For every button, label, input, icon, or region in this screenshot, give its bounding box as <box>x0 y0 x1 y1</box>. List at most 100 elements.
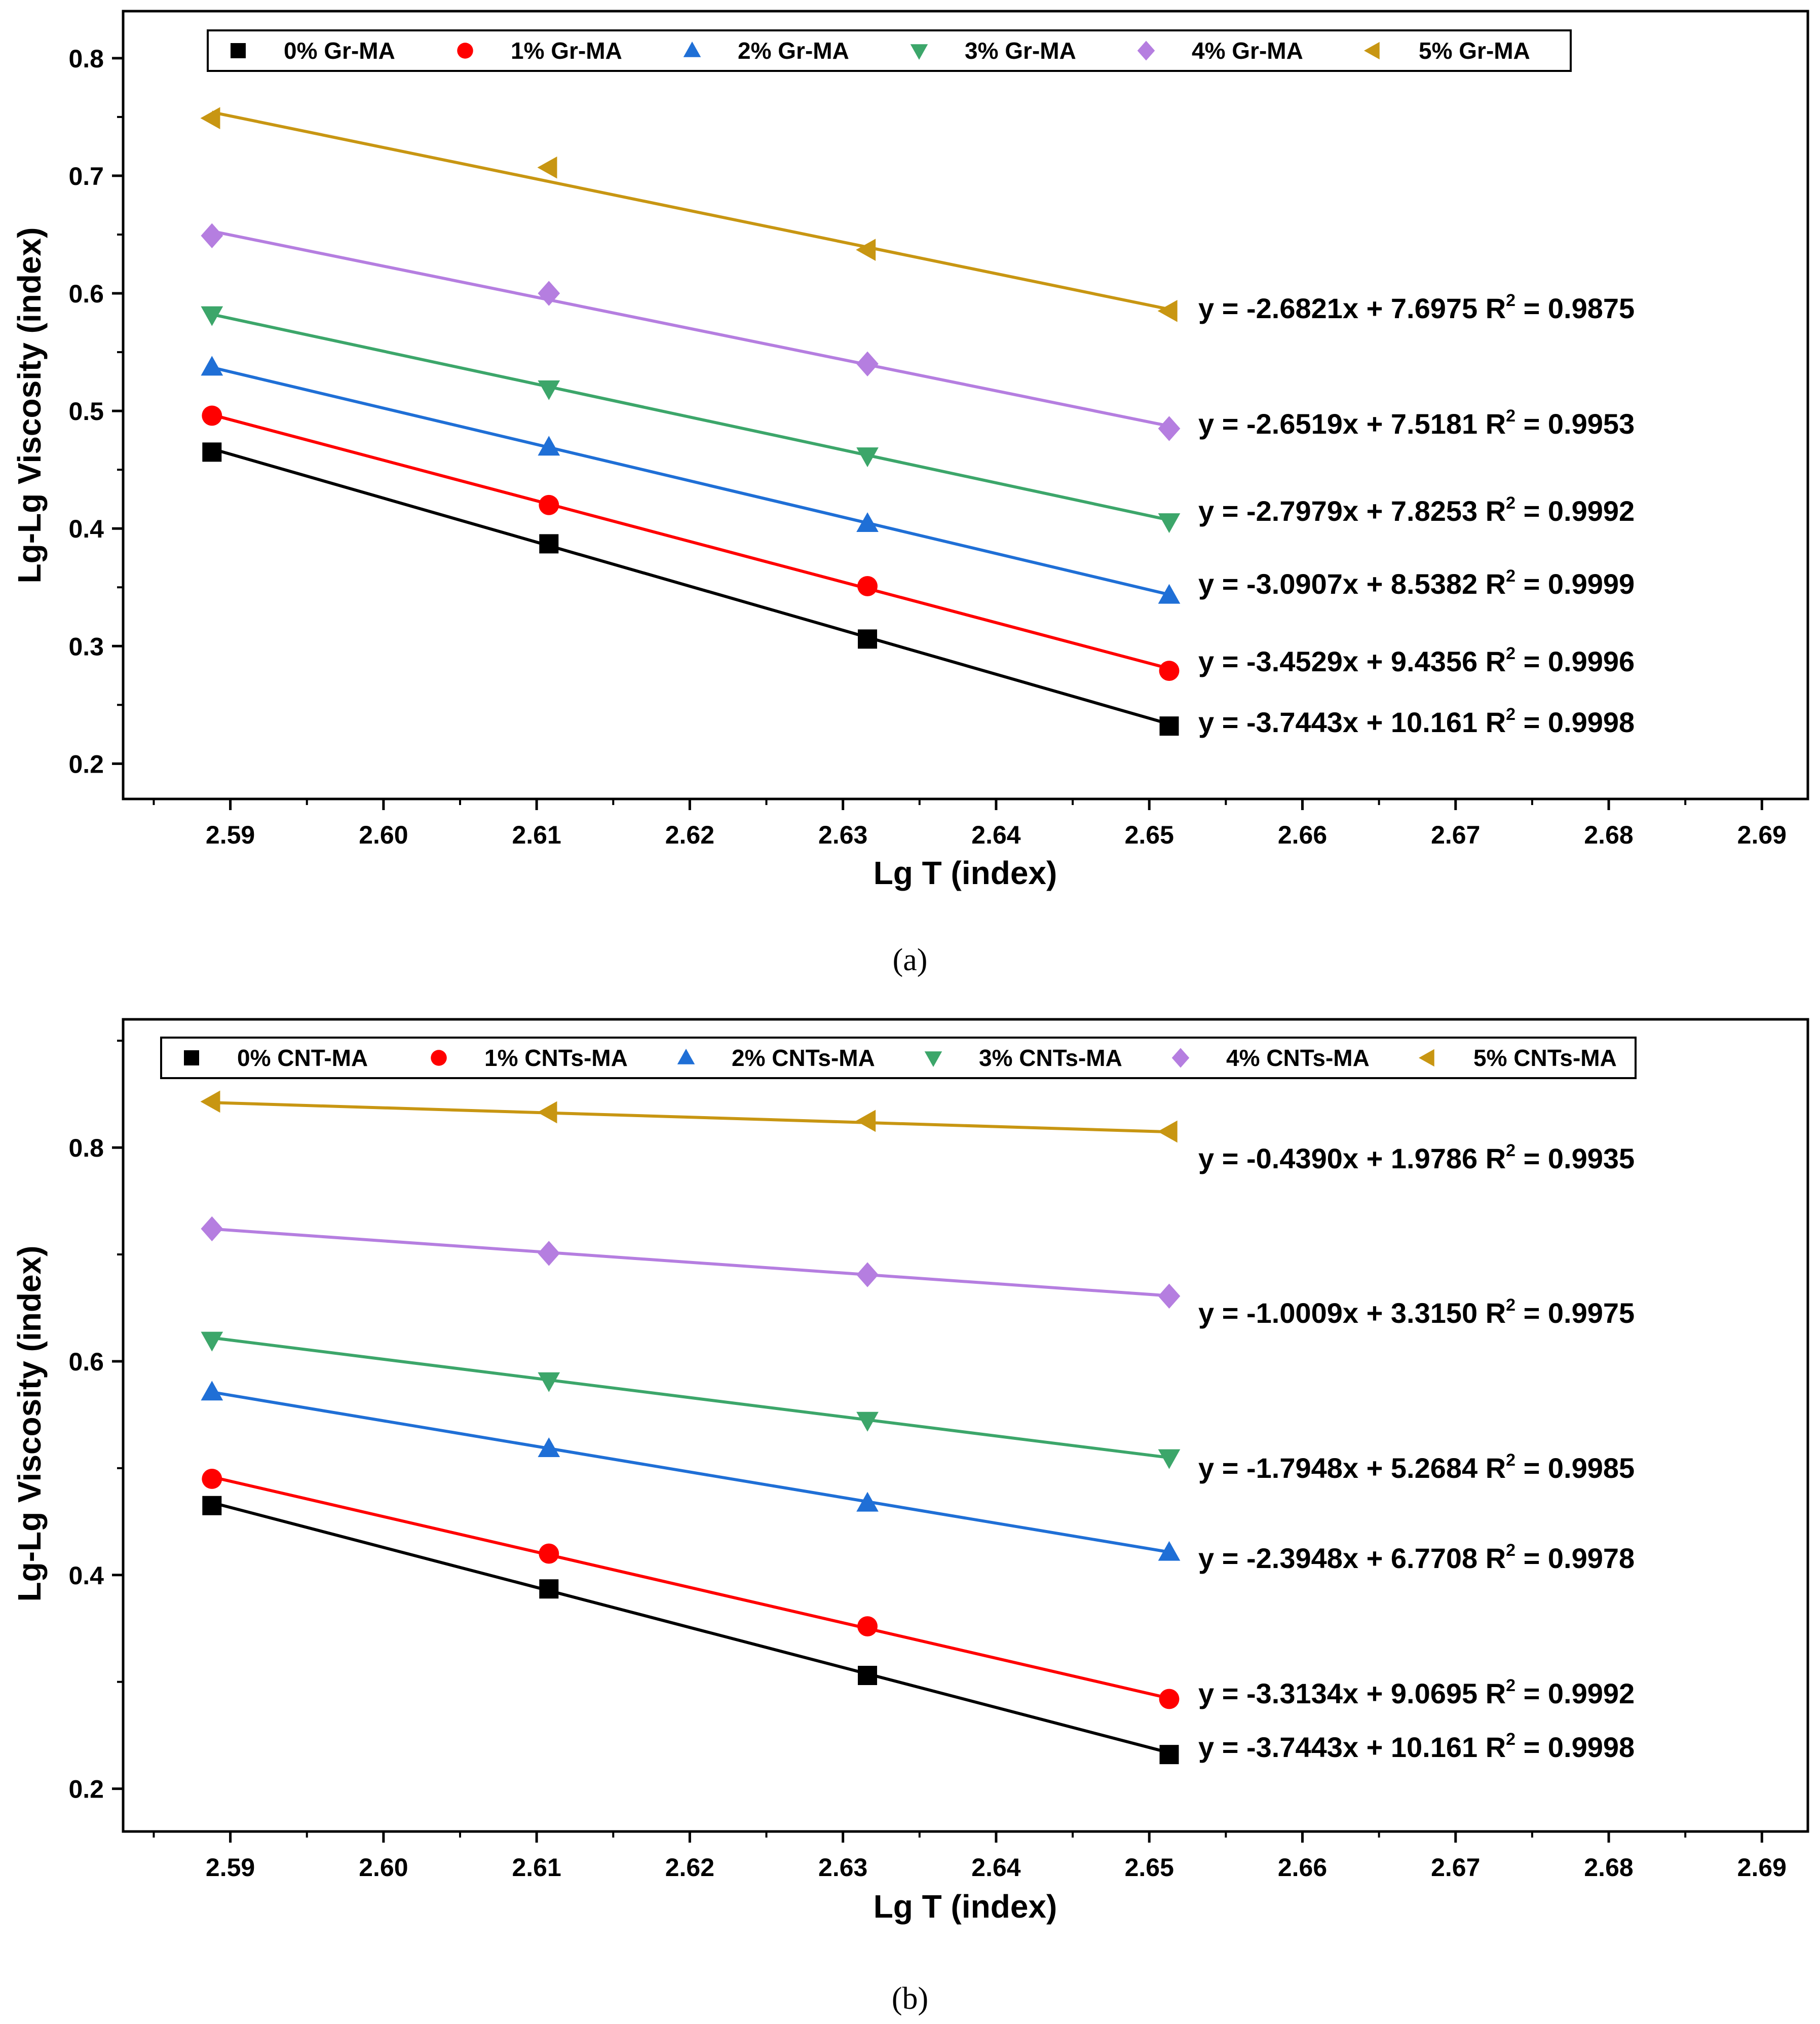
data-point <box>1159 716 1179 736</box>
fit-line <box>211 1390 1170 1554</box>
y-axis-title: Lg-Lg Viscosity (index) <box>11 227 48 584</box>
data-point <box>202 405 222 426</box>
fit-equations: y = -3.7443x + 10.161 R2 = 0.9998 y = -3.… <box>1198 1141 1635 1763</box>
x-tick-label: 2.64 <box>971 821 1021 849</box>
fit-line <box>211 1336 1169 1460</box>
data-point <box>538 1372 560 1392</box>
data-point <box>1158 1541 1181 1561</box>
legend-box <box>160 1037 1637 1079</box>
data-point <box>201 1331 223 1352</box>
plot-frame <box>122 1018 1809 1833</box>
data-point <box>1157 1120 1178 1143</box>
data-point <box>1159 1745 1179 1765</box>
data-point <box>856 239 876 261</box>
data-point <box>537 1101 557 1124</box>
y-tick-label: 0.6 <box>68 1348 104 1376</box>
legend-marker <box>1171 1048 1190 1068</box>
fit-equations: y = -3.7443x + 10.161 R2 = 0.9998 y = -3.… <box>1198 291 1635 738</box>
x-tick-label: 2.68 <box>1584 1853 1633 1882</box>
data-point <box>201 1216 223 1242</box>
data-point <box>856 1492 879 1512</box>
data-point <box>537 156 557 179</box>
panel-caption-b: (b) <box>892 1981 928 2016</box>
legend-label: 0% Gr-MA <box>284 37 395 64</box>
fit-equation-label: y = -1.0009x + 3.3150 R2 = 0.9975 <box>1198 1295 1635 1329</box>
data-point <box>856 351 879 376</box>
y-tick-label: 0.3 <box>68 632 104 661</box>
panel-caption-a: (a) <box>893 943 928 977</box>
data-point <box>538 380 560 400</box>
series-1-cnts-ma <box>202 1469 1180 1709</box>
data-point <box>856 447 879 468</box>
data-point <box>856 1110 876 1132</box>
series-0-cnt-ma <box>202 1496 1179 1765</box>
x-tick-label: 2.59 <box>206 821 255 849</box>
data-point <box>857 576 878 596</box>
series-4-gr-ma <box>201 223 1181 441</box>
fit-equation-label: y = -2.7979x + 7.8253 R2 = 0.9992 <box>1198 493 1635 527</box>
x-tick-label: 2.60 <box>359 1853 408 1882</box>
data-point <box>856 1411 879 1432</box>
chart-panel-a: 2.59 2.60 2.61 2.62 2.63 2.64 2.65 2.66 2.67 2.68… <box>11 10 1809 977</box>
x-tick-label: 2.61 <box>512 1853 561 1882</box>
legend-label: 3% Gr-MA <box>965 37 1076 64</box>
y-tick-label: 0.4 <box>68 515 104 543</box>
data-point <box>202 1469 222 1489</box>
data-point <box>539 1579 559 1599</box>
series-5-gr-ma <box>200 107 1178 322</box>
data-point <box>538 436 560 456</box>
data-point <box>538 1241 560 1266</box>
legend-marker <box>1137 41 1155 61</box>
legend-marker <box>1364 42 1380 60</box>
data-point <box>201 223 223 248</box>
data-point <box>201 306 223 326</box>
series-1-gr-ma <box>202 405 1180 681</box>
fit-line <box>211 230 1170 428</box>
legend-marker <box>231 43 246 58</box>
x-tick-label: 2.60 <box>359 821 408 849</box>
legend-marker <box>1419 1049 1434 1067</box>
data-point <box>856 512 879 532</box>
data-point <box>1159 661 1180 681</box>
series-0-gr-ma <box>202 442 1179 736</box>
fit-line <box>211 1501 1170 1754</box>
x-tick-label: 2.68 <box>1584 821 1633 849</box>
legend-marker <box>457 43 473 59</box>
series-layer <box>200 107 1181 736</box>
fit-line <box>211 313 1170 522</box>
fit-line <box>211 413 1170 670</box>
x-tick-label: 2.67 <box>1431 1853 1480 1882</box>
legend-marker <box>431 1050 447 1066</box>
legend-marker <box>910 44 928 60</box>
fit-equation-label: y = -2.3948x + 6.7708 R2 = 0.9978 <box>1198 1541 1635 1574</box>
legend-marker <box>184 1050 199 1065</box>
fit-line <box>212 1101 1169 1134</box>
data-point <box>201 1381 223 1401</box>
data-point <box>858 1666 878 1686</box>
data-point <box>202 1496 222 1515</box>
fit-equation-label: y = -3.7443x + 10.161 R2 = 0.9998 <box>1198 705 1635 738</box>
x-tick-label: 2.61 <box>512 821 561 849</box>
fit-equation-label: y = -3.4529x + 9.4356 R2 = 0.9996 <box>1198 644 1635 677</box>
data-point <box>538 281 560 306</box>
y-axis-title: Lg-Lg Viscosity (index) <box>11 1246 48 1602</box>
data-point <box>1158 584 1181 604</box>
data-point <box>539 494 559 515</box>
fit-line <box>211 447 1170 725</box>
legend-label: 2% CNTs-MA <box>732 1045 875 1071</box>
series-2-cnts-ma <box>201 1381 1181 1561</box>
y-tick-label: 0.2 <box>68 1775 104 1804</box>
legend-label: 4% CNTs-MA <box>1226 1045 1370 1071</box>
data-point <box>856 1262 879 1287</box>
legend-label: 5% Gr-MA <box>1419 37 1530 64</box>
legend-box <box>207 29 1572 72</box>
fit-line <box>211 110 1170 311</box>
x-tick-label: 2.63 <box>818 1853 867 1882</box>
y-tick-label: 0.2 <box>68 750 104 778</box>
data-point <box>200 1090 220 1113</box>
data-point <box>538 1437 560 1458</box>
legend-label: 4% Gr-MA <box>1192 37 1303 64</box>
series-3-gr-ma <box>201 306 1181 533</box>
legend: 0% CNT-MA 1% CNTs-MA 2% CNTs-MA 3% CNTs-MA 4… <box>160 1037 1637 1079</box>
legend: 0% Gr-MA 1% Gr-MA 2% Gr-MA 3% Gr-MA 4% Gr-MA… <box>207 29 1572 72</box>
